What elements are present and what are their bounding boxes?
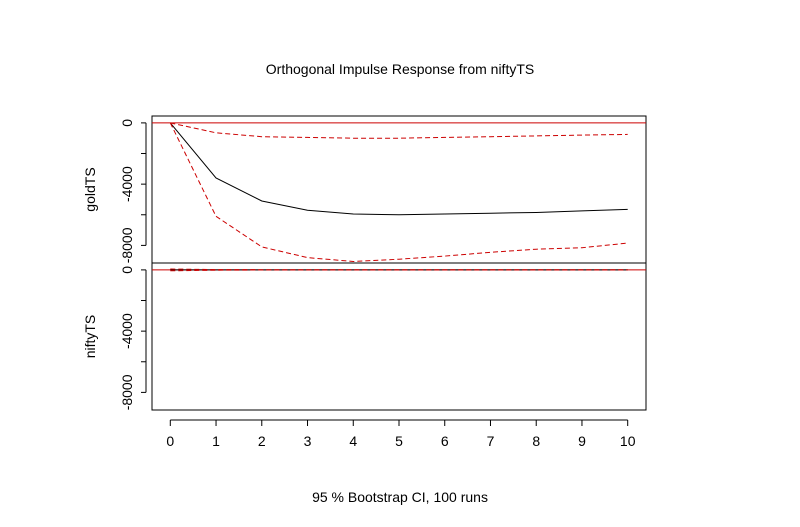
y-tick-label: -4000 <box>119 166 135 202</box>
y-axis-label: goldTS <box>82 167 98 211</box>
y-tick-label: -4000 <box>119 313 135 349</box>
x-tick-label: 0 <box>166 433 174 449</box>
series-ci-lower <box>170 269 628 272</box>
x-tick-label: 3 <box>304 433 312 449</box>
series-ci-lower <box>169 122 628 263</box>
x-tick-label: 5 <box>395 433 403 449</box>
x-tick-label: 8 <box>532 433 540 449</box>
x-tick-label: 10 <box>620 433 636 449</box>
panel-frame <box>151 115 647 264</box>
panel-frame <box>151 262 647 411</box>
panel-1: 0 -4000 -8000 goldTS <box>82 115 647 264</box>
x-tick-label: 4 <box>349 433 357 449</box>
x-axis: 0 1 2 3 4 5 6 7 8 9 10 <box>166 419 636 449</box>
y-tick-label: -8000 <box>119 227 135 263</box>
x-tick-label: 7 <box>487 433 495 449</box>
x-tick-label: 1 <box>212 433 220 449</box>
x-tick-label: 9 <box>578 433 586 449</box>
y-axis-label: niftyTS <box>82 315 98 359</box>
series-ci-upper <box>170 122 628 139</box>
panel-2: 0 -4000 -8000 niftyTS <box>82 262 647 411</box>
y-tick-label: 0 <box>119 266 135 274</box>
y-tick-label: -8000 <box>119 374 135 410</box>
x-tick-label: 6 <box>441 433 449 449</box>
x-tick-label: 2 <box>258 433 266 449</box>
y-tick-label: 0 <box>119 119 135 127</box>
chart-title: Orthogonal Impulse Response from niftyTS <box>266 61 534 77</box>
series-response <box>169 122 628 216</box>
panels: 0 -4000 -8000 goldTS 0 -4000 -8000 niftyTS <box>82 115 647 411</box>
chart-footer: 95 % Bootstrap CI, 100 runs <box>312 489 488 505</box>
